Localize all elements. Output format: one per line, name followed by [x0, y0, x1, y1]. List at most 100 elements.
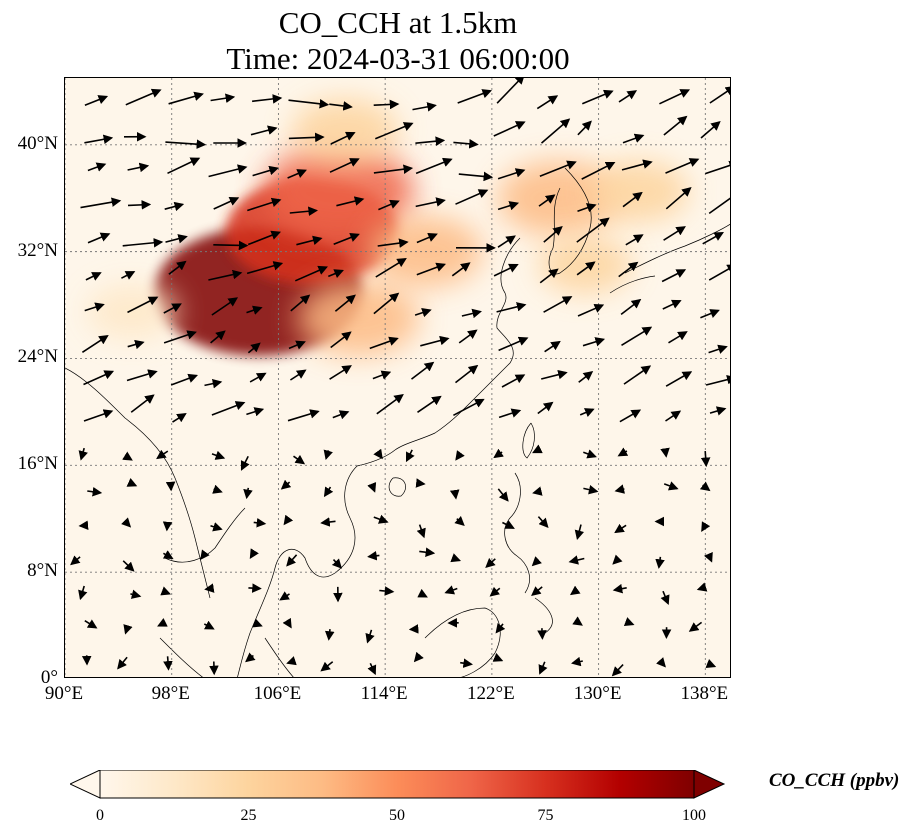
wind-arrow [122, 237, 164, 248]
wind-arrow [576, 261, 596, 276]
wind-arrow [532, 444, 543, 454]
wind-arrow [329, 101, 353, 111]
wind-arrow [574, 524, 585, 541]
wind-arrow [240, 455, 250, 471]
wind-arrow [411, 361, 435, 380]
wind-arrow [374, 122, 414, 140]
wind-arrow [253, 517, 267, 528]
wind-arrow [696, 582, 708, 592]
wind-arrow [117, 656, 128, 670]
wind-arrow [419, 547, 436, 557]
lat-tick-label: 16°N [17, 453, 58, 475]
wind-arrow [414, 308, 432, 318]
colorbar-tick-label: 25 [240, 807, 257, 824]
wind-arrow [323, 486, 334, 498]
wind-arrow [247, 197, 282, 212]
wind-arrow [165, 234, 188, 244]
wind-arrow [539, 268, 559, 284]
wind-arrow [85, 272, 102, 281]
wind-arrow [367, 550, 380, 561]
map-timestamp: Time: 2024-03-31 06:00:00 [226, 41, 570, 76]
wind-arrow [665, 158, 700, 174]
lon-tick-label: 90°E [44, 683, 84, 704]
wind-arrow [213, 240, 249, 251]
wind-arrow [663, 115, 688, 136]
wind-arrow [83, 370, 115, 386]
wind-arrow [705, 160, 730, 175]
wind-arrow [331, 558, 342, 569]
map-panel[interactable] [64, 77, 731, 678]
wind-arrow [701, 521, 711, 532]
wind-arrow [453, 398, 485, 417]
wind-arrow [373, 164, 414, 174]
lon-tick-label: 138°E [680, 683, 729, 704]
wind-arrow [334, 294, 356, 312]
wind-arrow [497, 168, 526, 180]
wind-arrow [415, 197, 446, 208]
lat-tick-label: 32°N [17, 239, 58, 261]
wind-arrow [665, 410, 682, 422]
wind-arrow [577, 304, 605, 317]
wind-arrow [497, 235, 516, 248]
wind-arrow [455, 450, 465, 461]
lat-tick-label: 24°N [17, 346, 58, 368]
wind-arrow [286, 554, 298, 567]
wind-arrow [420, 335, 450, 347]
lon-tick-label: 130°E [573, 683, 622, 704]
wind-arrow [247, 230, 281, 246]
wind-arrow [454, 515, 465, 526]
wind-arrow [212, 484, 223, 494]
wind-arrow [210, 522, 223, 532]
lon-tick-label: 122°E [467, 683, 515, 704]
wind-arrow [330, 131, 356, 145]
wind-arrow [327, 269, 344, 279]
wind-arrow [375, 257, 407, 278]
wind-arrow [249, 372, 267, 383]
wind-arrow [172, 413, 187, 423]
wind-arrow [623, 365, 652, 385]
wind-arrow [200, 549, 210, 560]
wind-arrow [501, 374, 526, 388]
wind-arrow [457, 89, 492, 104]
wind-arrow [538, 194, 556, 207]
wind-arrow [289, 206, 318, 217]
wind-vectors [70, 78, 730, 677]
co-concentration-field [86, 98, 689, 356]
wind-arrow [211, 450, 226, 460]
wind-arrow [538, 661, 548, 675]
co-plume-4 [297, 280, 420, 356]
wind-arrow [78, 447, 88, 461]
wind-arrow [415, 136, 446, 146]
wind-arrow [320, 517, 336, 527]
wind-arrow [455, 364, 479, 384]
wind-arrow [376, 393, 404, 415]
wind-arrow [416, 524, 426, 539]
wind-arrow [614, 523, 627, 534]
wind-arrow [373, 514, 389, 524]
wind-arrow [70, 555, 81, 566]
wind-arrow [252, 618, 263, 628]
wind-arrow [537, 628, 547, 640]
wind-arrow [581, 89, 614, 105]
wind-arrow [163, 303, 182, 314]
wind-arrow [619, 409, 642, 423]
wind-arrow [203, 620, 215, 630]
lat-tick-label: 40°N [17, 132, 58, 154]
wind-arrow [405, 449, 415, 463]
wind-arrow [290, 294, 311, 312]
wind-arrow [245, 652, 256, 663]
wind-arrow [163, 656, 173, 671]
wind-arrow [583, 484, 599, 495]
co-plume-7 [538, 236, 633, 294]
wind-arrow [498, 408, 522, 419]
wind-arrow [373, 292, 400, 315]
wind-arrow [332, 410, 350, 420]
wind-arrow [455, 189, 489, 205]
wind-arrow [700, 451, 711, 468]
wind-arrow [246, 305, 263, 315]
wind-arrow [170, 373, 198, 386]
wind-arrow [123, 624, 133, 635]
wind-arrow [127, 296, 159, 314]
wind-arrow [578, 371, 594, 383]
wind-arrow [252, 94, 283, 104]
